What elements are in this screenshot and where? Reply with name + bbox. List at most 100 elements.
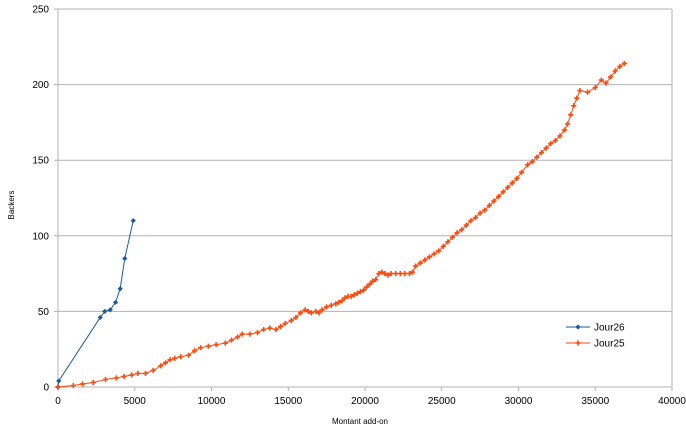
data-point (486, 202, 492, 209)
data-point (234, 334, 241, 340)
data-point (402, 271, 408, 277)
series-line (57, 63, 625, 388)
data-point (239, 331, 245, 337)
data-point (397, 271, 403, 277)
legend-label: Jour26 (594, 323, 625, 334)
x-tick-label: 0 (55, 396, 61, 407)
data-point (482, 207, 488, 213)
data-point (431, 251, 437, 257)
data-point (135, 370, 141, 376)
data-point (273, 326, 279, 333)
x-tick-label: 30000 (505, 396, 533, 407)
data-point (449, 234, 456, 240)
series-jour25 (55, 60, 628, 390)
data-point (565, 121, 571, 127)
data-point (525, 162, 531, 168)
data-point (436, 248, 442, 254)
data-point (612, 68, 618, 74)
axes (54, 8, 673, 391)
data-point (468, 218, 474, 224)
data-point (313, 308, 319, 314)
data-point (297, 310, 304, 316)
data-point (477, 210, 483, 216)
y-tick-label: 0 (43, 383, 49, 394)
data-point (440, 243, 446, 249)
data-point (603, 80, 609, 86)
data-point (107, 307, 113, 313)
x-tick-label: 20000 (351, 396, 379, 407)
data-point (370, 278, 376, 284)
data-point (557, 133, 563, 139)
y-tick-label: 100 (32, 231, 49, 242)
data-point (302, 307, 308, 313)
data-point (205, 343, 212, 349)
data-point (543, 145, 549, 151)
data-point (267, 325, 273, 331)
data-point (277, 323, 284, 330)
data-point (514, 175, 520, 181)
data-point (192, 348, 198, 354)
data-point (454, 230, 460, 236)
y-tick-label: 200 (32, 80, 49, 91)
data-point (319, 307, 325, 313)
x-tick-label: 15000 (274, 396, 302, 407)
data-point (592, 85, 598, 91)
data-point (113, 375, 119, 381)
data-point (495, 193, 502, 200)
data-point (288, 317, 294, 324)
data-point (509, 180, 515, 186)
data-point (339, 298, 345, 304)
data-point (121, 373, 127, 380)
x-tick-label: 25000 (428, 396, 456, 407)
data-point (357, 289, 363, 295)
data-point (55, 384, 61, 390)
data-point (360, 287, 367, 293)
data-point (574, 95, 580, 101)
x-tick-label: 40000 (658, 396, 686, 407)
data-point (568, 112, 574, 118)
data-point (228, 337, 235, 343)
data-point (584, 89, 591, 95)
data-point (463, 222, 469, 228)
data-point (316, 310, 322, 316)
legend-marker (575, 340, 581, 346)
data-point (534, 154, 540, 160)
data-point (445, 239, 451, 245)
data-point (305, 308, 311, 314)
legend: Jour26 Jour25 (566, 323, 625, 350)
data-point (518, 169, 525, 175)
data-point (505, 184, 511, 191)
data-point (413, 263, 419, 269)
data-point (167, 357, 173, 363)
data-point (373, 277, 379, 283)
data-point (348, 293, 354, 299)
data-point (577, 88, 583, 94)
data-point (376, 271, 382, 277)
data-point (491, 198, 497, 204)
data-point (406, 271, 413, 277)
data-point (178, 354, 184, 360)
data-point (417, 260, 423, 266)
data-point (409, 269, 416, 275)
data-point (548, 140, 554, 147)
data-point (472, 215, 479, 221)
data-point (70, 382, 76, 389)
data-point (90, 379, 96, 386)
data-point (254, 329, 261, 336)
data-point (142, 370, 149, 376)
data-point (336, 299, 342, 305)
y-tick-label: 50 (38, 307, 50, 318)
data-point (382, 271, 388, 277)
data-point (97, 314, 103, 321)
data-point (112, 299, 119, 305)
data-point (422, 257, 428, 263)
series-group (55, 60, 628, 390)
y-axis-title: Backers (7, 191, 16, 220)
data-point (150, 367, 156, 373)
data-point (363, 284, 370, 290)
gridlines (58, 8, 672, 312)
data-point (617, 63, 623, 70)
data-point (385, 272, 391, 278)
data-point (367, 281, 373, 287)
